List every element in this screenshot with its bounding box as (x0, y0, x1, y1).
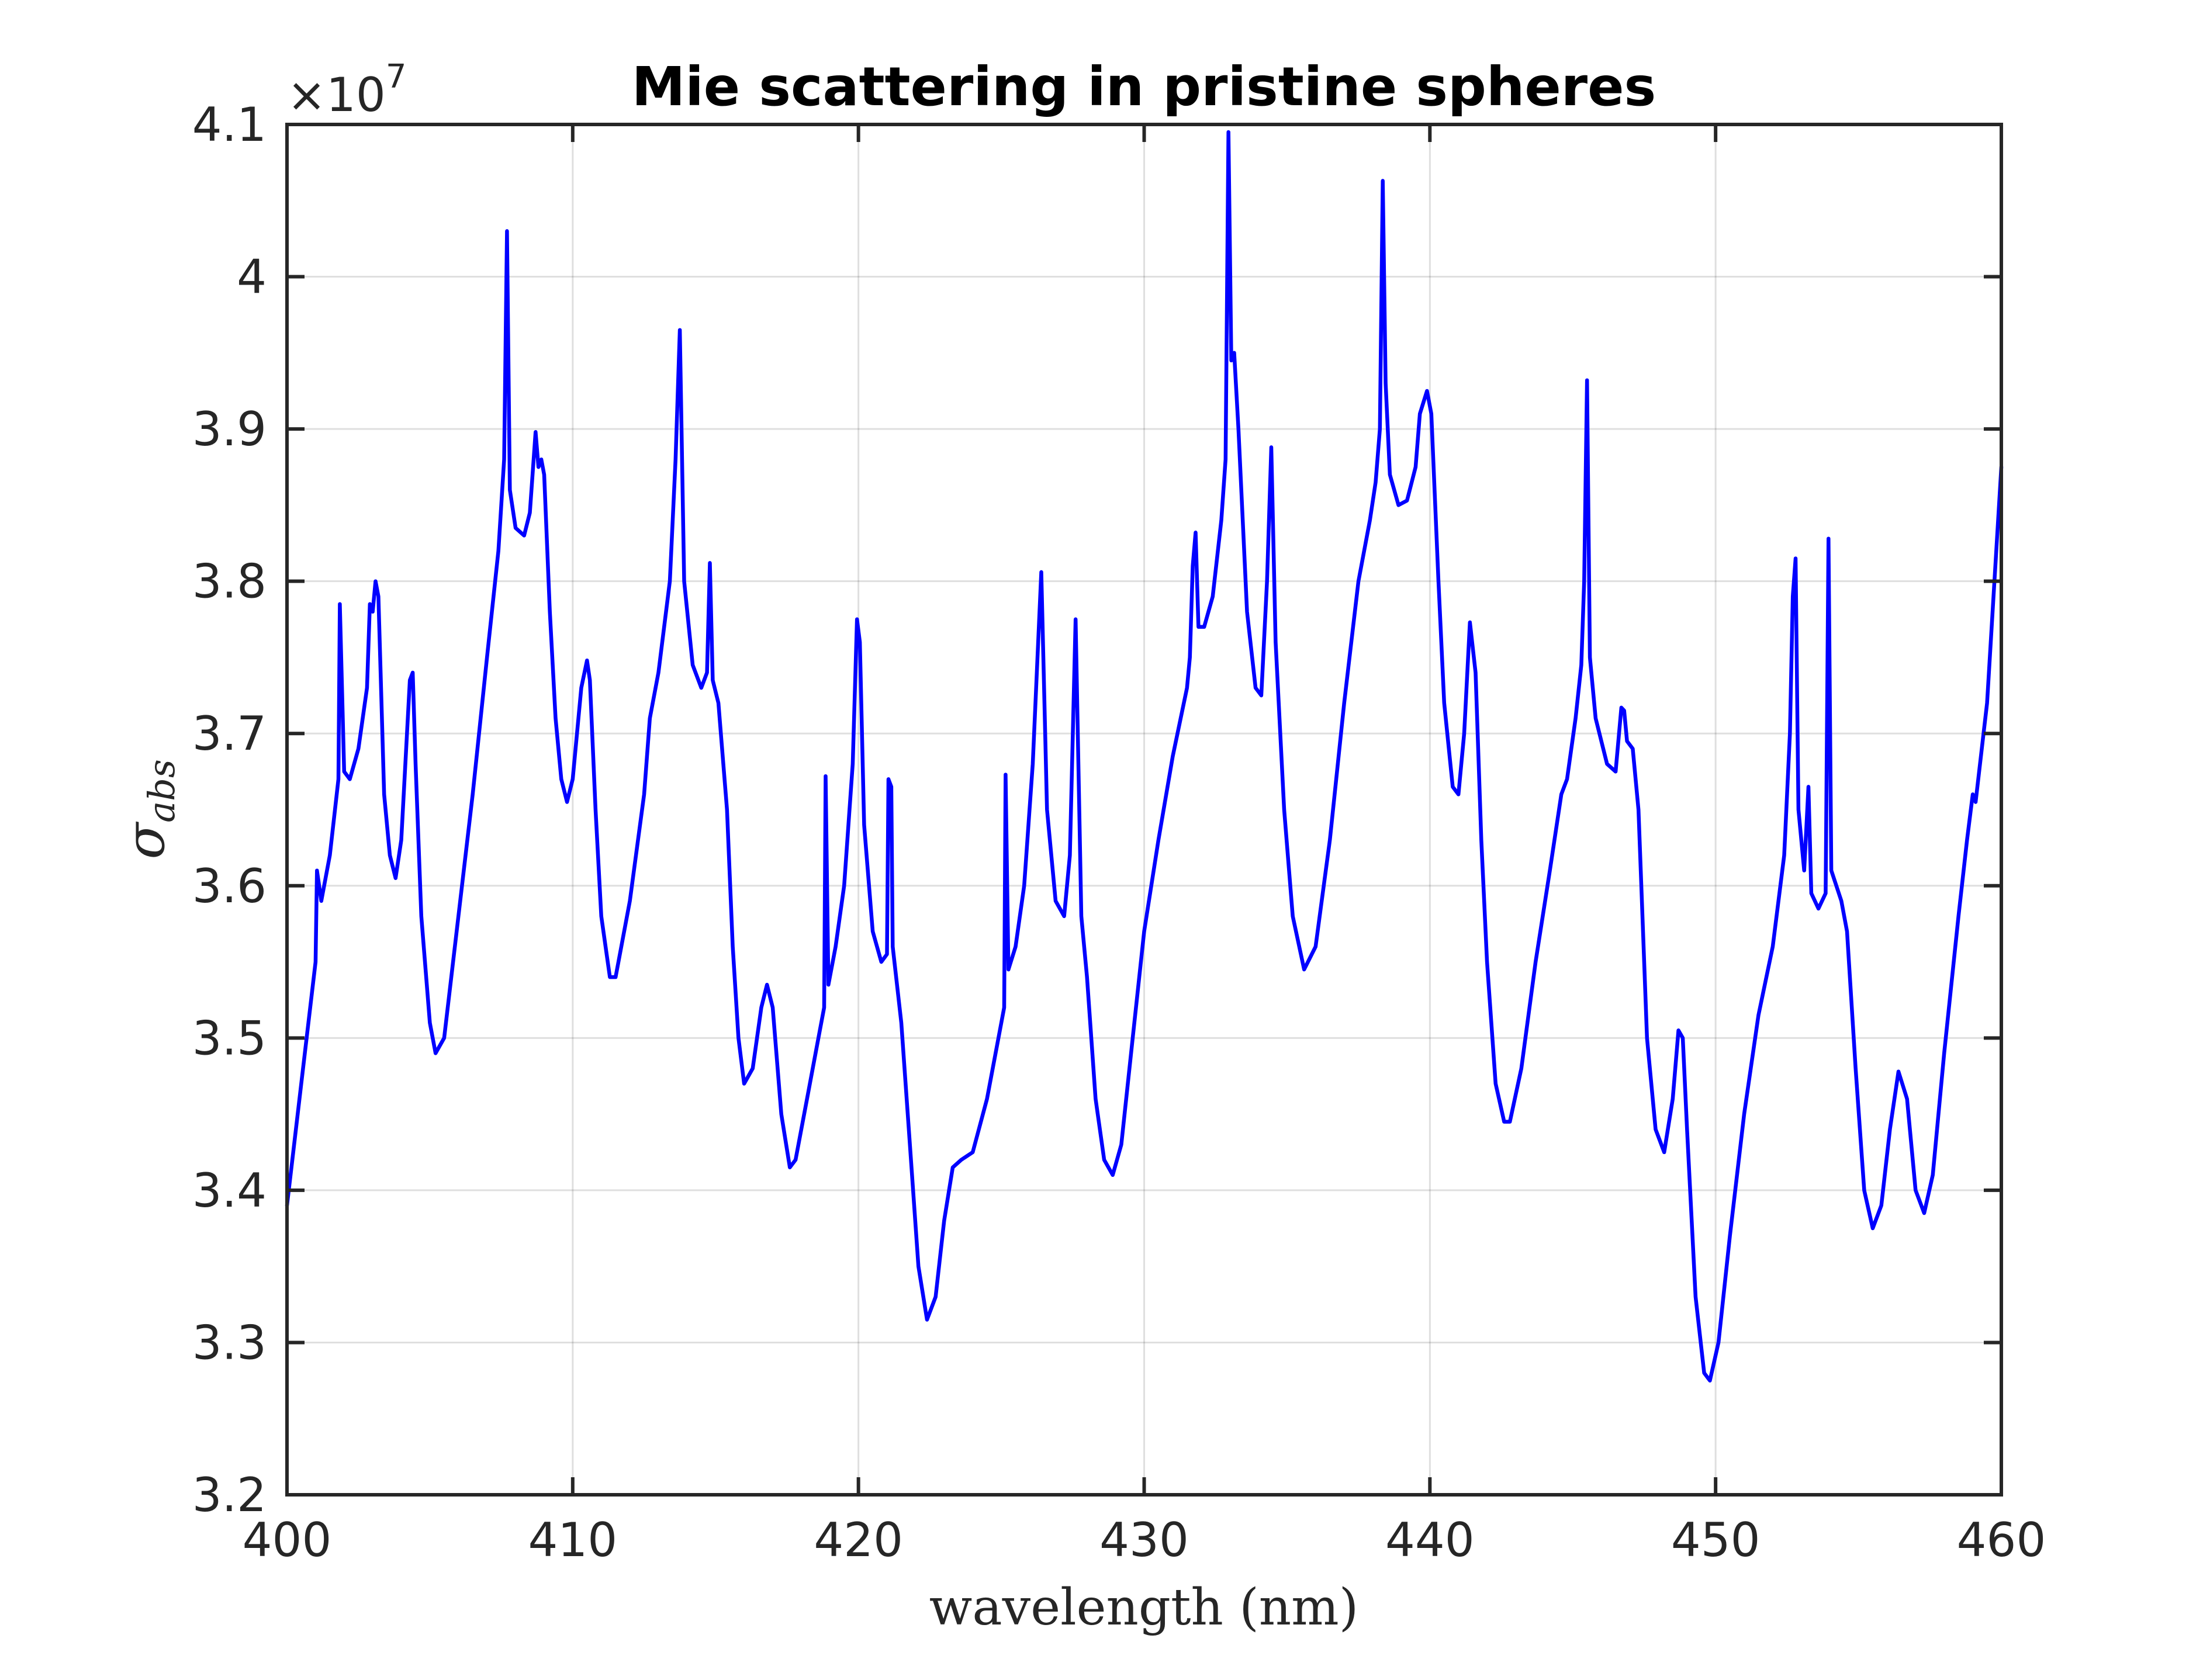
y-tick-label: 4.1 (192, 98, 267, 152)
y-tick-label: 4 (237, 250, 267, 304)
y-exponent-label: ×107 (287, 58, 406, 122)
x-tick-label: 420 (814, 1513, 903, 1567)
x-tick-label: 430 (1099, 1513, 1189, 1567)
x-tick-labels: 400 410 420 430 440 450 460 (243, 1513, 2046, 1567)
y-exponent-power: 7 (386, 58, 407, 96)
x-axis-label: wavelength (nm) (929, 1578, 1359, 1637)
y-tick-label: 3.2 (192, 1468, 267, 1522)
y-axis-label-symbol: σ (114, 822, 177, 860)
y-axis-label: σabs (114, 759, 183, 859)
y-tick-label: 3.3 (192, 1315, 267, 1370)
y-tick-label: 3.8 (192, 555, 267, 609)
y-exponent-base: ×10 (287, 68, 386, 122)
grid-lines (287, 124, 2001, 1495)
x-tick-label: 400 (243, 1513, 332, 1567)
y-tick-label: 3.9 (192, 402, 267, 456)
y-tick-label: 3.4 (192, 1163, 267, 1218)
y-tick-label: 3.6 (192, 859, 267, 913)
y-tick-label: 3.5 (192, 1011, 267, 1065)
series-layer (285, 130, 2004, 1383)
series-line (285, 130, 2004, 1383)
tick-marks (285, 123, 2003, 1497)
y-tick-label: 3.7 (192, 706, 267, 761)
x-tick-label: 410 (528, 1513, 617, 1567)
plot-area-background (287, 124, 2001, 1495)
y-axis-label-subscript: abs (140, 759, 183, 822)
x-tick-label: 440 (1385, 1513, 1475, 1567)
chart-title: Mie scattering in pristine spheres (632, 56, 1656, 118)
y-tick-labels: 3.2 3.3 3.4 3.5 3.6 3.7 3.8 3.9 4 4.1 (192, 98, 267, 1522)
x-tick-label: 460 (1957, 1513, 2046, 1567)
x-tick-label: 450 (1671, 1513, 1761, 1567)
